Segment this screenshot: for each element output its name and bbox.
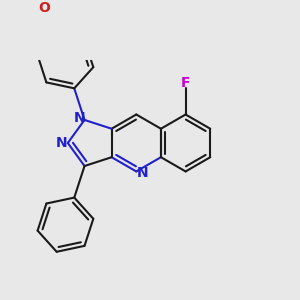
Text: N: N — [56, 136, 68, 150]
Text: N: N — [136, 166, 148, 180]
Text: N: N — [74, 111, 85, 124]
Text: O: O — [39, 2, 50, 15]
Text: F: F — [181, 76, 190, 90]
